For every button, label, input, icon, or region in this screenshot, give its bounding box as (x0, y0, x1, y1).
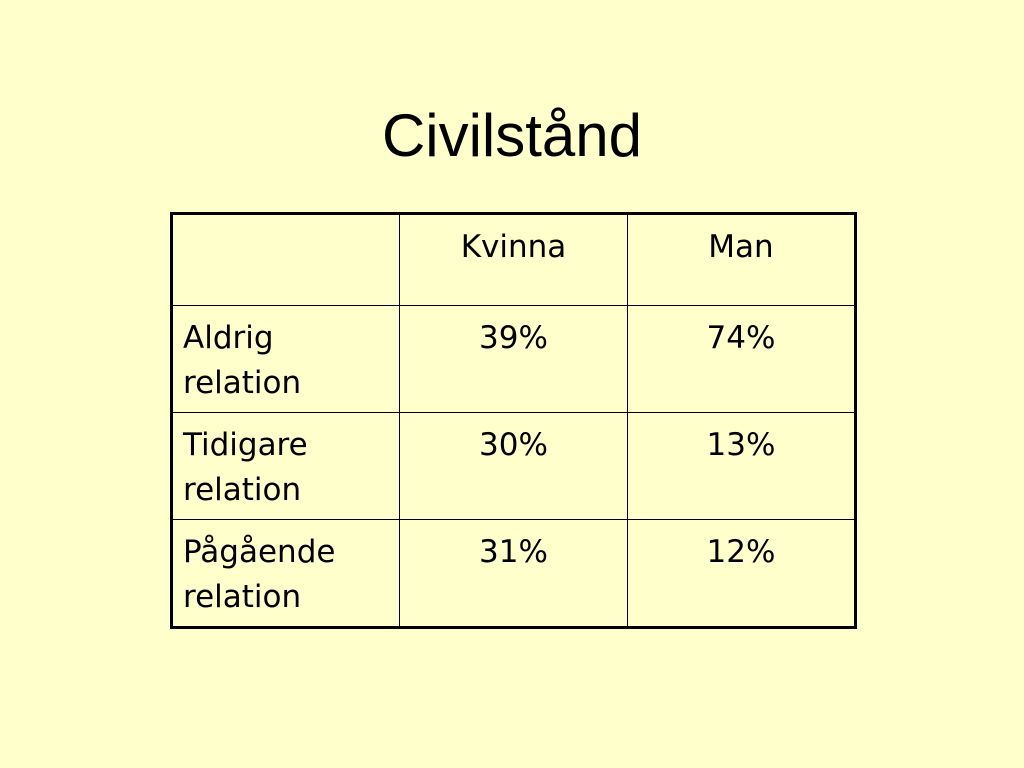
value-kvinna: 39% (399, 305, 628, 413)
header-empty-cell (171, 213, 400, 306)
row-label-line: relation (183, 365, 302, 401)
table-row: Aldrig relation 39% 74% (171, 305, 856, 413)
row-label-line: Pågående (183, 534, 336, 570)
row-label: Pågående relation (171, 519, 400, 628)
value-kvinna: 30% (399, 412, 628, 520)
header-man: Man (627, 213, 856, 306)
civilstand-table: Kvinna Man Aldrig relation 39% 74% Tidig… (170, 212, 857, 629)
row-label-line: relation (183, 579, 302, 615)
value-kvinna: 31% (399, 519, 628, 628)
table-row: Pågående relation 31% 12% (171, 519, 856, 628)
row-label: Aldrig relation (171, 305, 400, 413)
row-label-line: relation (183, 472, 302, 508)
slide-title: Civilstånd (381, 102, 643, 169)
row-label-line: Aldrig (183, 320, 274, 356)
table-row: Tidigare relation 30% 13% (171, 412, 856, 520)
row-label: Tidigare relation (171, 412, 400, 520)
value-man: 13% (627, 412, 856, 520)
row-label-line: Tidigare (183, 427, 308, 463)
table-header-row: Kvinna Man (171, 213, 856, 306)
header-kvinna: Kvinna (399, 213, 628, 306)
value-man: 74% (627, 305, 856, 413)
value-man: 12% (627, 519, 856, 628)
